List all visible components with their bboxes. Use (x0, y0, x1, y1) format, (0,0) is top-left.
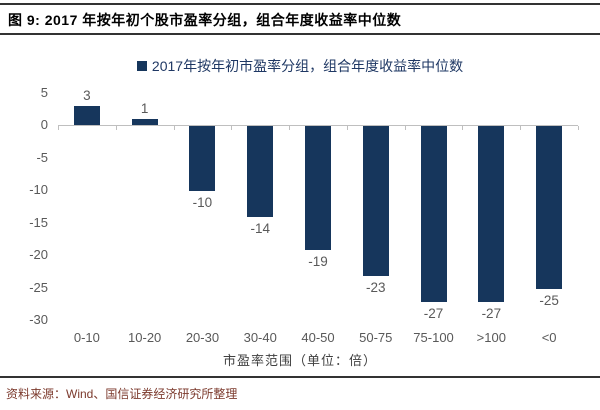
x-tick-label: 50-75 (359, 330, 393, 345)
bar (536, 126, 563, 289)
axis-tick (58, 126, 59, 130)
data-label: -19 (308, 253, 328, 269)
axis-tick (115, 126, 117, 130)
y-tick-label: -30 (29, 312, 48, 327)
x-tick-label: 75-100 (413, 330, 454, 345)
axis-tick (289, 126, 291, 130)
bar (305, 126, 331, 250)
header-bottom-rule (0, 33, 600, 35)
data-label: 3 (83, 87, 91, 103)
footer-divider (0, 376, 600, 378)
x-tick-label: 0-10 (73, 330, 100, 345)
bar (362, 126, 389, 276)
axis-tick (520, 126, 522, 130)
axis-tick (462, 126, 464, 130)
x-axis-title: 市盈率范围（单位：倍） (222, 353, 377, 368)
data-label: -25 (539, 292, 559, 308)
bar (73, 105, 100, 125)
x-tick-label: 20-30 (185, 330, 220, 345)
data-label: -23 (366, 279, 386, 295)
bar (420, 126, 447, 302)
data-label: -10 (192, 195, 213, 210)
source-note: 资料来源：Wind、国信证券经济研究所整理 (6, 387, 238, 401)
legend-label: 2017年按年初市盈率分组，组合年度收益率中位数 (151, 58, 464, 74)
data-label: -14 (250, 221, 270, 236)
bar (131, 118, 158, 125)
header-top-rule (0, 3, 600, 5)
x-tick-label: 10-20 (128, 330, 162, 345)
y-tick-label: -15 (29, 214, 48, 230)
x-tick-label: 30-40 (243, 330, 277, 345)
y-tick-label: 0 (40, 117, 48, 132)
y-tick-label: -5 (36, 149, 48, 165)
axis-tick (404, 126, 406, 130)
legend-swatch-icon (136, 61, 147, 71)
figure-title: 图 9: 2017 年按年初个股市盈率分组，组合年度收益率中位数 (8, 12, 402, 28)
data-label: 1 (140, 100, 149, 116)
y-tick-label: -25 (29, 279, 48, 295)
axis-tick (173, 126, 175, 130)
y-tick-label: -10 (29, 182, 48, 197)
y-tick-label: -20 (29, 247, 48, 262)
x-axis-line (58, 125, 578, 126)
bar (247, 126, 274, 217)
x-tick-label: <0 (541, 330, 557, 345)
axis-tick (578, 126, 579, 130)
y-tick-label: 5 (40, 84, 48, 100)
data-label: -27 (423, 305, 444, 321)
chart-legend: 2017年按年初市盈率分组，组合年度收益率中位数 (0, 56, 600, 76)
data-label: -27 (481, 305, 502, 321)
x-tick-label: >100 (476, 330, 506, 345)
bar (189, 126, 216, 191)
bar (478, 126, 505, 302)
x-tick-label: 40-50 (301, 330, 335, 345)
axis-tick (346, 126, 348, 130)
axis-tick (231, 126, 233, 130)
bar-chart-plot: 5 0 -5 -10 -15 -20 -25 -30 3 0-10 1 10-20 -10 20-30 -1… (0, 84, 600, 346)
